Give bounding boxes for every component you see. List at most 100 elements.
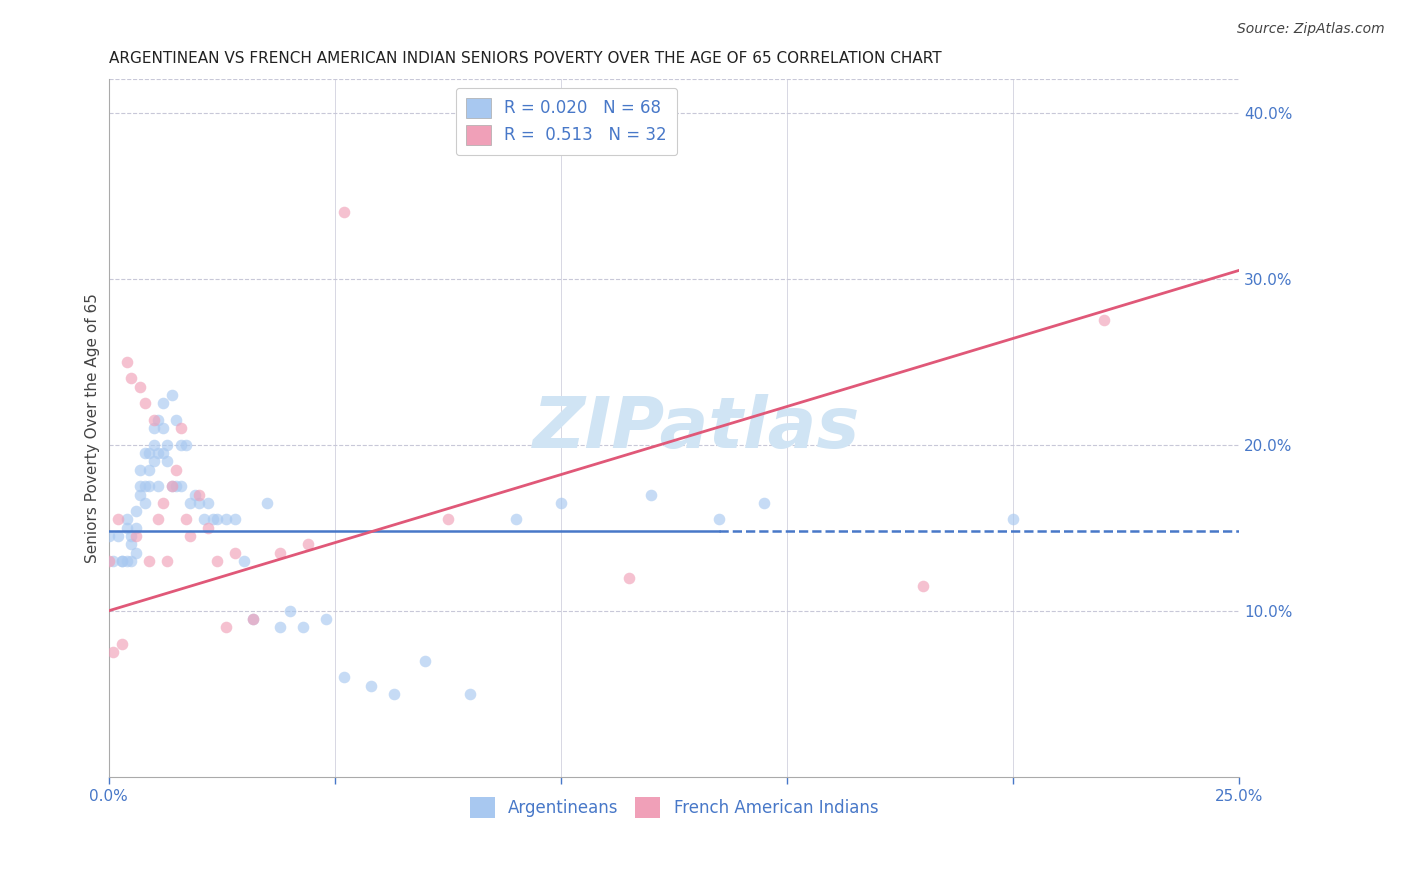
Point xyxy=(156,454,179,468)
Point xyxy=(224,546,246,560)
Text: ZIPatlas: ZIPatlas xyxy=(533,393,860,463)
Point xyxy=(174,438,197,452)
Point xyxy=(160,479,183,493)
Point xyxy=(129,479,152,493)
Point xyxy=(115,354,138,368)
Point xyxy=(188,496,211,510)
Point xyxy=(138,462,160,476)
Legend: Argentineans, French American Indians: Argentineans, French American Indians xyxy=(463,790,884,824)
Point xyxy=(360,679,382,693)
Point xyxy=(148,413,170,427)
Point xyxy=(152,396,174,410)
Point xyxy=(115,512,138,526)
Point xyxy=(382,687,405,701)
Point xyxy=(188,487,211,501)
Point xyxy=(125,521,148,535)
Point xyxy=(333,205,356,219)
Point xyxy=(174,512,197,526)
Point xyxy=(640,487,662,501)
Point xyxy=(129,379,152,393)
Point xyxy=(138,554,160,568)
Point xyxy=(120,529,142,543)
Point xyxy=(134,496,156,510)
Point xyxy=(111,554,134,568)
Point xyxy=(292,620,315,634)
Point xyxy=(142,438,165,452)
Point xyxy=(115,521,138,535)
Point xyxy=(101,645,124,659)
Point xyxy=(436,512,458,526)
Point xyxy=(1002,512,1025,526)
Point xyxy=(148,479,170,493)
Point xyxy=(205,554,228,568)
Point xyxy=(413,654,436,668)
Point xyxy=(142,454,165,468)
Point xyxy=(120,537,142,551)
Point xyxy=(170,438,193,452)
Point xyxy=(134,446,156,460)
Point xyxy=(129,462,152,476)
Point xyxy=(107,512,129,526)
Point xyxy=(120,554,142,568)
Point xyxy=(256,496,278,510)
Point xyxy=(138,479,160,493)
Point xyxy=(97,554,120,568)
Point xyxy=(215,620,238,634)
Point xyxy=(269,620,291,634)
Point xyxy=(125,529,148,543)
Point xyxy=(134,479,156,493)
Point xyxy=(233,554,256,568)
Point xyxy=(269,546,291,560)
Point xyxy=(193,512,215,526)
Point xyxy=(134,396,156,410)
Point xyxy=(205,512,228,526)
Point xyxy=(148,446,170,460)
Point xyxy=(125,546,148,560)
Point xyxy=(183,487,205,501)
Point xyxy=(166,413,188,427)
Point xyxy=(138,446,160,460)
Point xyxy=(166,479,188,493)
Point xyxy=(152,446,174,460)
Point xyxy=(156,438,179,452)
Point xyxy=(125,504,148,518)
Text: Source: ZipAtlas.com: Source: ZipAtlas.com xyxy=(1237,22,1385,37)
Point xyxy=(152,421,174,435)
Point xyxy=(111,637,134,651)
Point xyxy=(1092,313,1115,327)
Point xyxy=(224,512,246,526)
Point xyxy=(460,687,482,701)
Point xyxy=(129,487,152,501)
Point xyxy=(201,512,224,526)
Point xyxy=(148,512,170,526)
Point xyxy=(101,554,124,568)
Point xyxy=(120,371,142,385)
Point xyxy=(707,512,730,526)
Point xyxy=(97,529,120,543)
Point xyxy=(160,388,183,402)
Point xyxy=(315,612,337,626)
Point xyxy=(550,496,572,510)
Point xyxy=(179,529,201,543)
Point xyxy=(156,554,179,568)
Point xyxy=(505,512,527,526)
Point xyxy=(107,529,129,543)
Point xyxy=(111,554,134,568)
Point xyxy=(142,413,165,427)
Point xyxy=(166,462,188,476)
Y-axis label: Seniors Poverty Over the Age of 65: Seniors Poverty Over the Age of 65 xyxy=(86,293,100,563)
Point xyxy=(115,554,138,568)
Point xyxy=(215,512,238,526)
Point xyxy=(170,421,193,435)
Point xyxy=(197,521,219,535)
Point xyxy=(197,496,219,510)
Point xyxy=(333,670,356,684)
Point xyxy=(242,612,264,626)
Point xyxy=(297,537,319,551)
Point xyxy=(142,421,165,435)
Point xyxy=(278,604,301,618)
Point xyxy=(160,479,183,493)
Text: ARGENTINEAN VS FRENCH AMERICAN INDIAN SENIORS POVERTY OVER THE AGE OF 65 CORRELA: ARGENTINEAN VS FRENCH AMERICAN INDIAN SE… xyxy=(108,51,941,66)
Point xyxy=(170,479,193,493)
Point xyxy=(242,612,264,626)
